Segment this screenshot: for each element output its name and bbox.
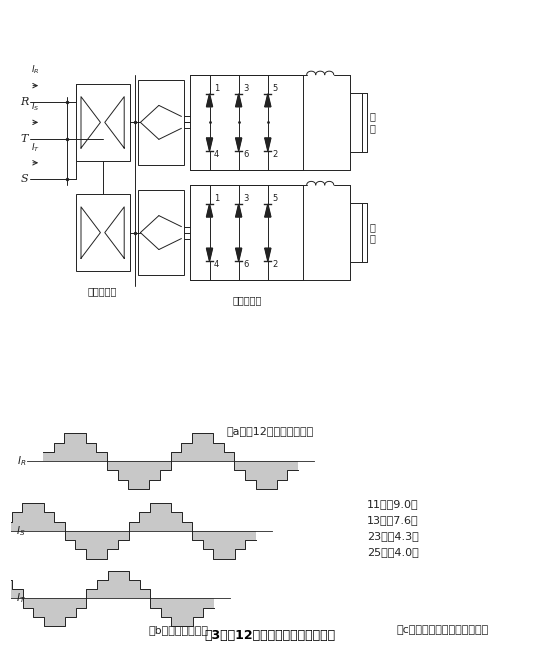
Polygon shape xyxy=(206,138,213,151)
Text: 6: 6 xyxy=(243,261,248,270)
Text: 4: 4 xyxy=(214,261,219,270)
Text: 23次：4.3％: 23次：4.3％ xyxy=(367,531,419,541)
Polygon shape xyxy=(265,138,271,151)
Bar xyxy=(138,190,184,275)
Polygon shape xyxy=(206,94,213,107)
Bar xyxy=(76,194,130,271)
Text: $I_S$: $I_S$ xyxy=(17,524,26,538)
Text: （c）　高調波成分（計算値）: （c） 高調波成分（計算値） xyxy=(397,625,489,635)
Text: 1: 1 xyxy=(214,84,219,93)
Text: $I_T$: $I_T$ xyxy=(16,592,26,605)
Polygon shape xyxy=(206,248,213,261)
Bar xyxy=(350,203,362,262)
Text: $I_R$: $I_R$ xyxy=(31,64,40,77)
Text: 25次：4.0％: 25次：4.0％ xyxy=(367,547,419,557)
Text: R: R xyxy=(19,97,28,107)
Text: 負
荷: 負 荷 xyxy=(369,112,375,133)
Polygon shape xyxy=(206,204,213,217)
Text: T: T xyxy=(21,134,28,144)
Text: 11次：9.0％: 11次：9.0％ xyxy=(367,499,419,509)
Bar xyxy=(350,93,362,151)
Text: （整流器）: （整流器） xyxy=(232,295,261,305)
Text: 3: 3 xyxy=(243,84,248,93)
Text: （変圧器）: （変圧器） xyxy=(88,286,117,296)
Text: 負
荷: 負 荷 xyxy=(369,222,375,243)
Text: 1: 1 xyxy=(214,194,219,203)
Text: 4: 4 xyxy=(214,150,219,159)
Text: 5: 5 xyxy=(272,84,278,93)
Text: 2: 2 xyxy=(272,261,278,270)
Polygon shape xyxy=(235,94,242,107)
Text: S: S xyxy=(21,174,28,185)
Text: 3: 3 xyxy=(243,194,248,203)
Bar xyxy=(190,75,303,170)
Polygon shape xyxy=(265,204,271,217)
Text: （a）　12相整流回路の例: （a） 12相整流回路の例 xyxy=(226,426,314,437)
Polygon shape xyxy=(235,204,242,217)
Polygon shape xyxy=(265,94,271,107)
Text: 2: 2 xyxy=(272,150,278,159)
Text: 第3図　12相整流器の高調波発生例: 第3図 12相整流器の高調波発生例 xyxy=(205,629,335,642)
Polygon shape xyxy=(235,138,242,151)
Text: （b）　電流波形例: （b） 電流波形例 xyxy=(148,625,208,635)
Bar xyxy=(76,84,130,161)
Bar xyxy=(138,80,184,164)
Polygon shape xyxy=(235,248,242,261)
Text: 5: 5 xyxy=(272,194,278,203)
Text: $I_S$: $I_S$ xyxy=(31,101,40,113)
Text: $I_R$: $I_R$ xyxy=(17,454,26,468)
Text: $I_T$: $I_T$ xyxy=(31,141,40,153)
Bar xyxy=(190,185,303,280)
Text: 6: 6 xyxy=(243,150,248,159)
Polygon shape xyxy=(265,248,271,261)
Text: 13次：7.6％: 13次：7.6％ xyxy=(367,515,419,525)
